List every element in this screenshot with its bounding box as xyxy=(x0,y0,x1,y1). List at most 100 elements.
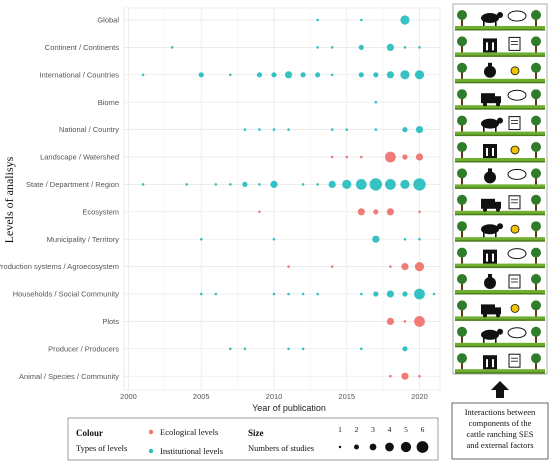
interaction-strip xyxy=(455,217,545,242)
institutional-point xyxy=(418,237,421,241)
y-tick-label: Production systems / Agroecosystem xyxy=(0,262,119,271)
institutional-point xyxy=(358,44,364,51)
ecological-point xyxy=(389,374,392,378)
interaction-strip xyxy=(455,138,545,163)
legend-colour-subtitle: Types of levels xyxy=(76,443,127,453)
interaction-caption: Interactions between components of the c… xyxy=(451,402,549,460)
legend-size-title: Size xyxy=(248,428,264,438)
caption-line-1: Interactions between xyxy=(465,407,536,417)
institutional-point xyxy=(386,71,394,79)
ecological-point xyxy=(418,210,421,214)
interaction-icon-panel xyxy=(452,3,548,375)
y-tick-label: Municipality / Territory xyxy=(47,235,120,244)
interaction-strip xyxy=(455,58,545,84)
interaction-strip xyxy=(455,190,545,216)
institutional-point xyxy=(185,183,188,186)
tree-icon xyxy=(531,300,541,311)
institutional-point xyxy=(214,183,218,186)
y-tick-label: Landscape / Watershed xyxy=(40,153,119,162)
money-bag-icon xyxy=(484,171,496,184)
ecological-point xyxy=(414,316,425,327)
tree-icon xyxy=(457,353,467,364)
building-icon xyxy=(483,144,497,158)
y-tick-label: Global xyxy=(97,16,119,25)
institutional-point xyxy=(415,126,424,134)
tree-icon xyxy=(531,247,541,258)
caption-line-2: components of the xyxy=(469,418,532,428)
y-tick-label: International / Countries xyxy=(39,70,119,79)
tree-icon xyxy=(531,89,541,100)
cow-icon xyxy=(481,118,499,129)
x-tick-label: 2020 xyxy=(411,392,428,401)
ecological-point xyxy=(386,317,394,325)
tree-icon xyxy=(457,89,467,100)
institutional-point xyxy=(272,292,276,296)
tree-icon xyxy=(531,221,541,232)
ecological-point xyxy=(402,154,408,160)
legend-institutional-label: Institutional levels xyxy=(160,446,223,456)
x-axis-title: Year of publication xyxy=(252,403,326,413)
x-tick-label: 2005 xyxy=(193,392,210,401)
up-arrow-icon xyxy=(491,381,509,398)
institutional-point xyxy=(358,72,364,78)
cloud-icon xyxy=(507,248,527,260)
legend-ecological-label: Ecological levels xyxy=(160,427,218,437)
institutional-point xyxy=(403,237,407,241)
cow-icon xyxy=(481,13,499,23)
ecological-point xyxy=(401,372,409,380)
institutional-point xyxy=(373,291,379,297)
institutional-point xyxy=(198,72,204,78)
cloud-icon xyxy=(507,168,527,180)
tree-icon xyxy=(457,326,467,337)
interaction-strip xyxy=(455,322,545,348)
interaction-strip xyxy=(455,270,545,295)
ecological-point xyxy=(386,208,394,216)
institutional-point xyxy=(374,128,378,131)
tree-icon xyxy=(457,221,467,232)
institutional-point xyxy=(270,180,278,188)
legend-size-subtitle: Numbers of studies xyxy=(248,443,314,453)
cloud-icon xyxy=(507,327,527,339)
interaction-strip xyxy=(455,111,545,137)
ecological-point xyxy=(403,320,407,323)
institutional-point xyxy=(287,128,290,131)
y-tick-label: Plots xyxy=(102,317,119,326)
tree-icon xyxy=(531,194,541,205)
institutional-point xyxy=(360,292,363,296)
y-axis-title: Levels of analisys xyxy=(2,156,16,243)
institutional-point xyxy=(386,43,394,52)
institutional-point xyxy=(413,178,426,191)
institutional-point xyxy=(328,180,336,188)
institutional-point xyxy=(385,179,396,190)
institutional-point xyxy=(400,179,410,189)
institutional-point xyxy=(315,72,321,78)
money-bag-icon xyxy=(484,65,496,78)
legend-size-scale: 1 2 3 4 5 6 xyxy=(338,425,429,453)
y-tick-label: Producer / Producers xyxy=(48,344,119,353)
ecological-point xyxy=(258,210,261,214)
institutional-point xyxy=(316,183,319,186)
tree-icon xyxy=(531,115,541,126)
tree-icon xyxy=(457,168,467,179)
cow-icon xyxy=(481,329,499,340)
institutional-point xyxy=(284,71,293,79)
cloud-icon xyxy=(507,10,527,22)
tree-icon xyxy=(531,36,541,47)
institutional-point xyxy=(141,73,145,77)
institutional-point xyxy=(402,346,408,352)
institutional-point xyxy=(316,46,319,49)
cow-icon xyxy=(481,224,499,235)
ecological-point xyxy=(415,153,424,161)
institutional-point xyxy=(418,46,421,49)
legend: Colour Types of levels Ecological levels… xyxy=(67,417,439,461)
tree-icon xyxy=(531,326,541,337)
legend-size-dot xyxy=(385,442,394,452)
bee-icon xyxy=(510,224,520,234)
y-tick-label: Continent / Continents xyxy=(45,43,119,52)
institutional-point xyxy=(402,127,408,133)
tree-icon xyxy=(457,36,467,47)
building-icon xyxy=(483,249,497,264)
document-icon xyxy=(508,36,521,51)
bee-icon xyxy=(510,66,520,76)
interaction-strip xyxy=(455,349,545,374)
